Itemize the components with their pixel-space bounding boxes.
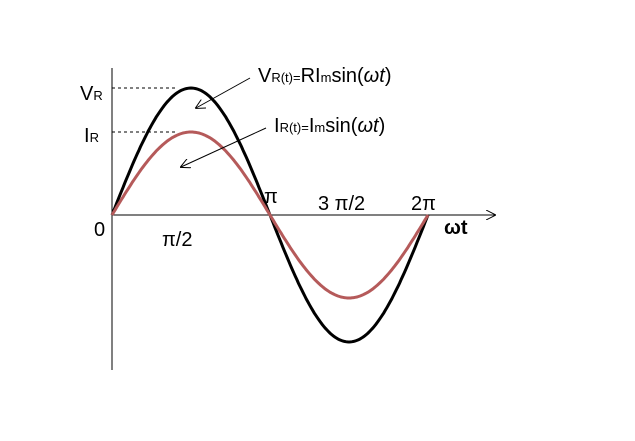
formula: IR(t)=Imsin(ωt): [274, 115, 385, 137]
peak-label: VR: [80, 83, 103, 105]
pointer-arrow: [181, 127, 267, 167]
tick-label: 3 π/2: [318, 193, 365, 215]
pointer-arrow: [196, 77, 251, 108]
formula: VR(t)=RImsin(ωt): [258, 65, 391, 87]
tick-label: π: [264, 186, 278, 208]
axis-label: ωt: [444, 217, 468, 239]
tick-label: 0: [94, 219, 105, 241]
tick-label: π/2: [162, 229, 192, 251]
current-curve: [110, 130, 430, 300]
peak-label: IR: [84, 125, 99, 147]
tick-label: 2π: [411, 193, 436, 215]
